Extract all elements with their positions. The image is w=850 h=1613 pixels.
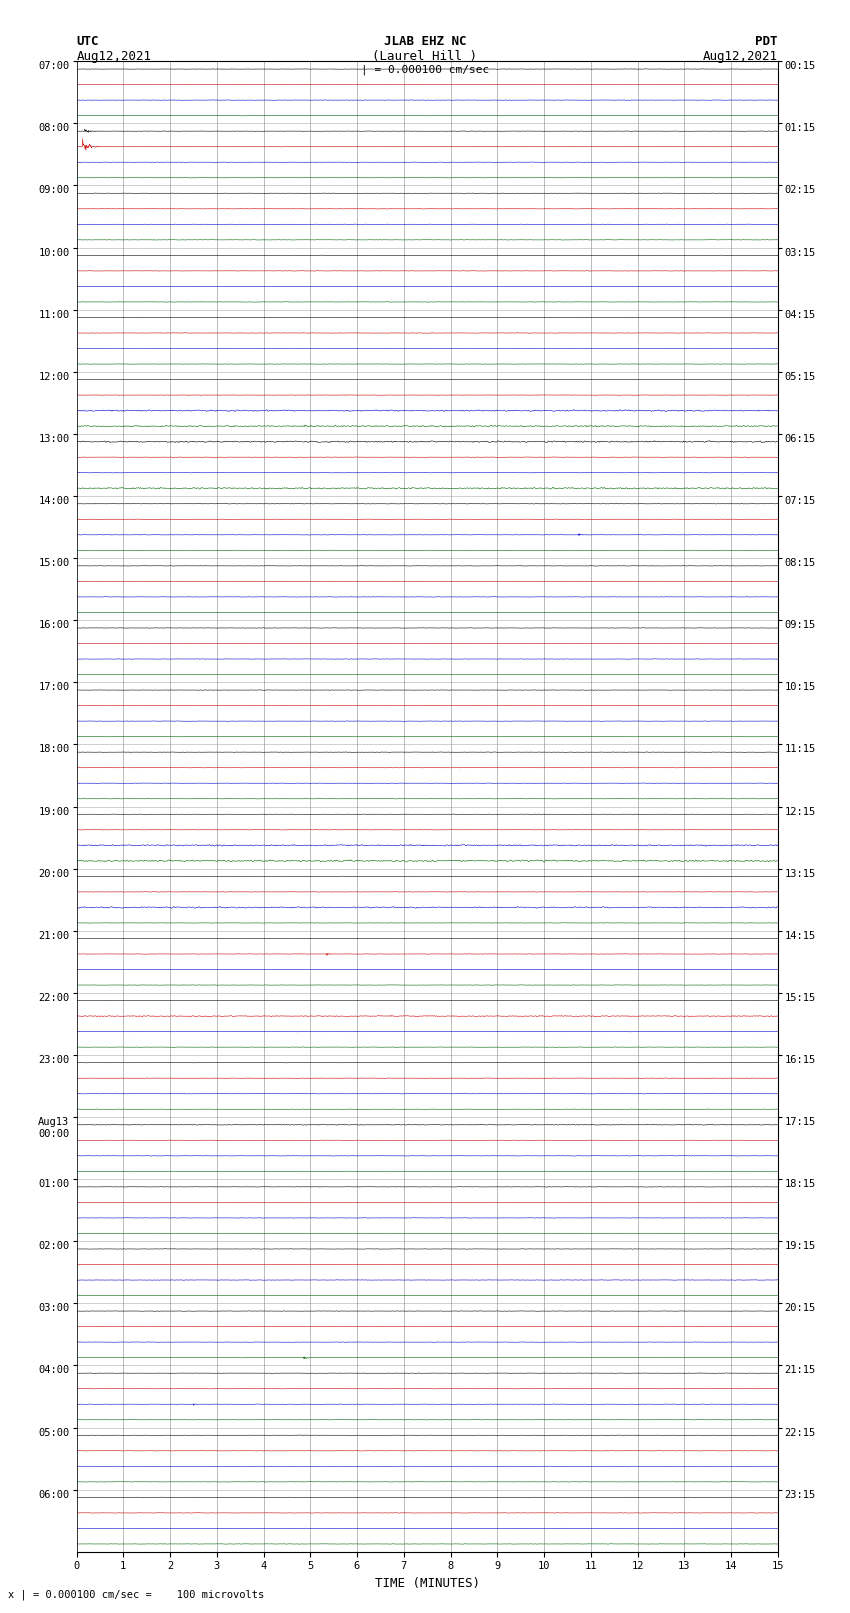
Text: PDT: PDT — [756, 35, 778, 48]
Text: Aug12,2021: Aug12,2021 — [76, 50, 151, 63]
Text: (Laurel Hill ): (Laurel Hill ) — [372, 50, 478, 63]
Text: | = 0.000100 cm/sec: | = 0.000100 cm/sec — [361, 65, 489, 76]
Text: UTC: UTC — [76, 35, 99, 48]
X-axis label: TIME (MINUTES): TIME (MINUTES) — [375, 1578, 479, 1590]
Text: Aug12,2021: Aug12,2021 — [703, 50, 778, 63]
Text: JLAB EHZ NC: JLAB EHZ NC — [383, 35, 467, 48]
Text: x | = 0.000100 cm/sec =    100 microvolts: x | = 0.000100 cm/sec = 100 microvolts — [8, 1589, 264, 1600]
